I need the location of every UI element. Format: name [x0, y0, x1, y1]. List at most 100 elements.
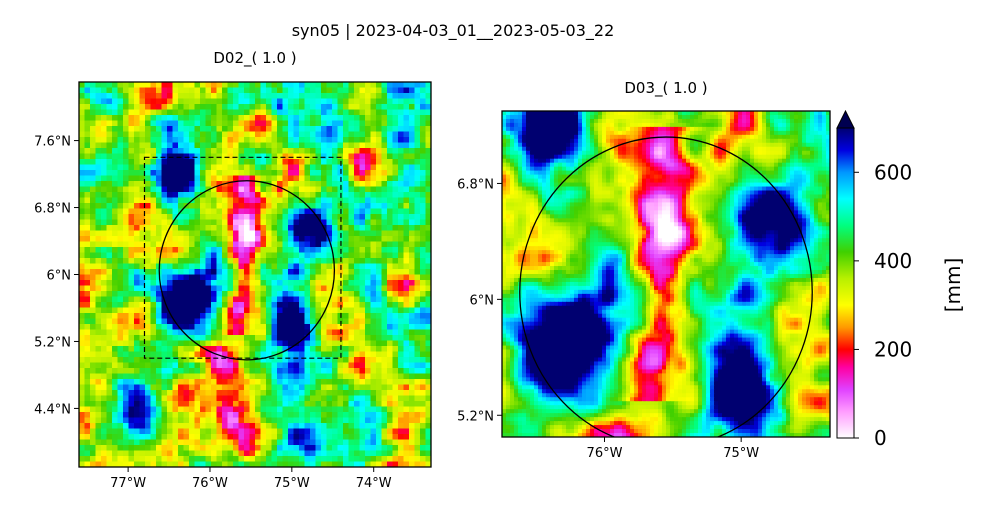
- panel-d02-cell: [139, 82, 146, 89]
- panel-d02-cell: [332, 175, 339, 182]
- panel-d02-cell: [409, 368, 416, 375]
- panel-d02-cell: [123, 82, 130, 89]
- panel-d02-cell: [79, 390, 86, 397]
- panel-d02-cell: [200, 225, 207, 232]
- panel-d02-cell: [216, 269, 223, 276]
- panel-d02-cell: [266, 390, 273, 397]
- panel-d02-cell: [128, 170, 135, 177]
- panel-d02-cell: [409, 252, 416, 259]
- panel-d02-cell: [293, 439, 300, 446]
- panel-d02-cell: [222, 313, 229, 320]
- panel-d02-cell: [260, 296, 267, 303]
- panel-d02-cell: [398, 428, 405, 435]
- panel-d02-cell: [128, 274, 135, 281]
- panel-d02-cell: [90, 335, 97, 342]
- panel-d02-cell: [288, 340, 295, 347]
- panel-d02-cell: [112, 175, 119, 182]
- panel-d02-cell: [200, 263, 207, 270]
- panel-d02-cell: [321, 87, 328, 94]
- panel-d02-cell: [387, 456, 394, 463]
- panel-d02-cell: [238, 241, 245, 248]
- panel-d02-cell: [101, 428, 108, 435]
- panel-d02-cell: [376, 318, 383, 325]
- panel-d02-cell: [392, 192, 399, 199]
- panel-d02-cell: [337, 98, 344, 105]
- panel-d02-cell: [178, 225, 185, 232]
- panel-d02-cell: [178, 93, 185, 100]
- panel-d02-cell: [150, 109, 157, 116]
- panel-d02-cell: [365, 357, 372, 364]
- panel-d02-cell: [398, 379, 405, 386]
- panel-d02-cell: [238, 368, 245, 375]
- panel-d02-cell: [376, 252, 383, 259]
- panel-d03-cell: [566, 114, 571, 120]
- panel-d02-cell: [260, 456, 267, 463]
- panel-d02-cell: [282, 434, 289, 441]
- panel-d02-cell: [84, 247, 91, 254]
- panel-d02-cell: [398, 186, 405, 193]
- panel-d02-cell: [106, 439, 113, 446]
- panel-d02-cell: [178, 307, 185, 314]
- panel-d02-cell: [139, 109, 146, 116]
- panel-d02-cell: [326, 412, 333, 419]
- panel-d02-cell: [321, 335, 328, 342]
- panel-d03-cell: [826, 118, 830, 124]
- panel-d02-cell: [293, 379, 300, 386]
- panel-d02-cell: [227, 241, 234, 248]
- panel-d02-cell: [409, 115, 416, 122]
- panel-d03-cell: [618, 114, 623, 120]
- panel-d02-cell: [84, 159, 91, 166]
- panel-d02-cell: [172, 170, 179, 177]
- panel-d02-cell: [326, 82, 333, 89]
- panel-d02-cell: [420, 115, 427, 122]
- panel-d02-cell: [183, 450, 190, 457]
- panel-d02-cell: [288, 109, 295, 116]
- panel-d02-cell: [376, 192, 383, 199]
- panel-d02-cell: [310, 445, 317, 452]
- panel-d02-cell: [79, 456, 86, 463]
- panel-d02-cell: [332, 82, 339, 89]
- panel-d02-cell: [277, 241, 284, 248]
- panel-d02-cell: [392, 340, 399, 347]
- panel-d02-cell: [249, 291, 256, 298]
- panel-d02-cell: [139, 390, 146, 397]
- panel-d02-cell: [288, 439, 295, 446]
- panel-d02-cell: [244, 87, 251, 94]
- panel-d02-cell: [134, 225, 141, 232]
- panel-d02-cell: [106, 98, 113, 105]
- panel-d02-cell: [211, 285, 218, 292]
- panel-d02-cell: [189, 230, 196, 237]
- panel-d02-cell: [337, 390, 344, 397]
- panel-d03-cell: [774, 114, 779, 120]
- panel-d02-cell: [150, 186, 157, 193]
- panel-d03-cell: [666, 118, 671, 124]
- panel-d02-cell: [403, 417, 410, 424]
- panel-d02-cell: [183, 346, 190, 353]
- panel-d03-cell: [530, 111, 535, 116]
- panel-d02-cell: [244, 335, 251, 342]
- panel-d02-cell: [227, 192, 234, 199]
- panel-d02-cell: [205, 351, 212, 358]
- panel-d02-cell: [321, 175, 328, 182]
- panel-d02-cell: [293, 373, 300, 380]
- panel-d02-cell: [112, 258, 119, 265]
- panel-d02-cell: [260, 401, 267, 408]
- panel-d02-cell: [376, 208, 383, 215]
- panel-d02-cell: [189, 434, 196, 441]
- panel-d02-cell: [139, 241, 146, 248]
- panel-d03-cell: [602, 111, 607, 116]
- panel-d02-cell: [365, 115, 372, 122]
- panel-d02-cell: [304, 318, 311, 325]
- panel-d03-cell: [582, 126, 587, 132]
- panel-d02-cell: [381, 406, 388, 413]
- panel-d02-cell: [381, 186, 388, 193]
- panel-d02-cell: [238, 258, 245, 265]
- panel-d02-cell: [205, 280, 212, 287]
- panel-d02-cell: [150, 104, 157, 111]
- panel-d02-cell: [216, 368, 223, 375]
- panel-d03-cell: [654, 126, 659, 132]
- panel-d02-cell: [304, 384, 311, 391]
- panel-d02-cell: [425, 461, 431, 467]
- panel-d02-cell: [398, 285, 405, 292]
- panel-d02-cell: [172, 384, 179, 391]
